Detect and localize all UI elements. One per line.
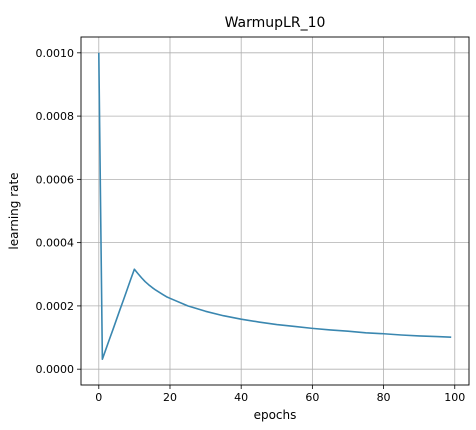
- x-tick-label: 20: [163, 391, 177, 404]
- plot-frame: [81, 37, 469, 385]
- x-tick-label: 40: [234, 391, 248, 404]
- grid: [81, 37, 469, 385]
- y-axis-label: learning rate: [7, 172, 21, 249]
- series-layer: [99, 53, 451, 359]
- y-tick-label: 0.0004: [36, 237, 75, 250]
- x-tick-label: 60: [305, 391, 319, 404]
- y-tick-label: 0.0000: [36, 363, 75, 376]
- chart-title: WarmupLR_10: [225, 15, 326, 31]
- x-tick-label: 0: [95, 391, 102, 404]
- y-tick-label: 0.0002: [36, 300, 75, 313]
- series-line: [99, 53, 451, 359]
- y-tick-label: 0.0008: [36, 110, 75, 123]
- x-axis-label: epochs: [254, 408, 297, 422]
- x-tick-label: 80: [377, 391, 391, 404]
- y-tick-label: 0.0010: [36, 47, 75, 60]
- x-tick-label: 100: [444, 391, 465, 404]
- y-tick-label: 0.0006: [36, 173, 75, 186]
